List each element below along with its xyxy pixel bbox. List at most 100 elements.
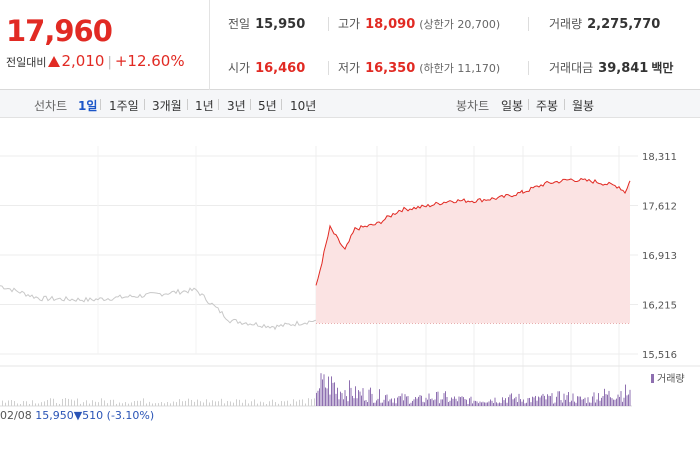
volume-bar	[446, 396, 448, 406]
volume-bar	[568, 392, 569, 406]
volume-bar	[32, 400, 33, 406]
volume-bar	[455, 398, 457, 406]
volume-bar	[176, 402, 177, 406]
volume-bar	[475, 400, 476, 406]
volume-bar	[572, 393, 574, 406]
tab-1day[interactable]: 1일	[78, 99, 98, 113]
tab-daily-candle[interactable]: 일봉	[501, 99, 524, 113]
volume-bar	[323, 374, 325, 406]
volume-bar	[523, 399, 524, 406]
divider	[528, 61, 529, 75]
volume-bar	[550, 396, 551, 406]
prev-close: 전일 15,950	[228, 17, 306, 32]
today-price-line	[315, 177, 631, 286]
volume-bar	[454, 396, 455, 406]
volume-bar	[53, 398, 54, 406]
volume-bar	[260, 401, 261, 406]
volume-legend-label: 거래량	[657, 373, 685, 385]
volume-bar	[449, 400, 451, 406]
volume-bar	[362, 388, 364, 406]
volume-bar	[230, 401, 231, 406]
tab-10year[interactable]: 10년	[290, 99, 317, 113]
volume-bar	[347, 401, 349, 406]
volume-bar	[322, 379, 323, 406]
volume-bar	[394, 398, 395, 406]
volume-bar	[593, 392, 595, 406]
volume-bar	[343, 399, 344, 406]
divider	[528, 17, 529, 31]
volume-bar	[460, 397, 461, 406]
volume-bar	[392, 402, 394, 406]
volume-bar	[442, 399, 443, 406]
volume-bar	[356, 398, 358, 406]
volume-bar	[517, 402, 518, 406]
tab-divider	[218, 99, 219, 110]
volume-bar	[155, 403, 156, 406]
volume-bar	[50, 398, 51, 406]
volume-bar	[400, 396, 401, 406]
volume-bar	[221, 398, 222, 406]
volume-bar	[185, 400, 186, 406]
volume-bar	[325, 387, 326, 406]
volume-bar	[628, 394, 629, 406]
volume-bar	[500, 403, 502, 406]
volume-bar	[508, 397, 509, 406]
volume-bar	[233, 402, 234, 406]
volume-bar	[182, 401, 183, 406]
volume-bar	[490, 399, 491, 406]
volume-bar	[559, 391, 560, 406]
volume-bar	[104, 400, 105, 406]
tab-3month[interactable]: 3개월	[152, 99, 182, 113]
volume-bar	[20, 403, 21, 406]
volume-bar	[248, 403, 249, 406]
volume-bar	[578, 396, 580, 406]
volume-bar	[257, 403, 258, 406]
volume-bar	[503, 400, 505, 406]
tab-3year[interactable]: 3년	[227, 99, 246, 113]
tab-5year[interactable]: 5년	[258, 99, 277, 113]
volume-bar	[149, 401, 150, 406]
volume-bar	[299, 399, 300, 406]
volume-bar	[487, 402, 488, 406]
volume-bar	[622, 401, 623, 406]
volume-bar	[619, 396, 620, 406]
volume-bar	[125, 402, 126, 406]
volume-bar	[532, 396, 533, 406]
price-chart: 18,31117,61216,91316,21515,51602/1310:00…	[0, 118, 700, 408]
volume-bar	[451, 397, 452, 406]
tab-weekly-candle[interactable]: 주봉	[536, 99, 559, 113]
prev-day-price-line	[0, 285, 317, 331]
volume-bar	[406, 396, 407, 406]
volume-bar	[526, 402, 527, 406]
volume-bar	[511, 393, 512, 406]
volume-bar	[383, 399, 385, 406]
tab-1week[interactable]: 1주일	[109, 99, 139, 113]
volume-bar	[589, 402, 590, 406]
tab-monthly-candle[interactable]: 월봉	[572, 99, 595, 113]
volume-bar	[206, 399, 207, 406]
volume-bar	[562, 402, 563, 406]
volume-bar	[209, 402, 210, 406]
volume-bar	[320, 373, 322, 406]
volume-bar	[364, 400, 365, 406]
volume-bar	[481, 402, 482, 406]
volume-bar	[110, 399, 111, 406]
volume-bar	[326, 388, 328, 406]
volume-bar	[254, 399, 255, 406]
tab-divider	[187, 99, 188, 110]
volume-bar	[575, 402, 577, 406]
volume-bar	[340, 391, 341, 406]
volume-bar	[74, 400, 75, 406]
tab-1year[interactable]: 1년	[195, 99, 214, 113]
y-tick-label: 15,516	[642, 350, 677, 361]
divider	[328, 17, 329, 31]
volume-bar	[410, 402, 412, 406]
volume-bar	[173, 401, 174, 406]
volume-bar	[607, 394, 608, 406]
volume-bar	[524, 403, 526, 406]
volume-bar	[290, 403, 291, 406]
volume-bar	[544, 395, 545, 406]
trade-amount: 거래대금 39,841 백만	[549, 61, 674, 76]
volume-bar	[566, 395, 568, 406]
volume-bar	[14, 401, 15, 406]
